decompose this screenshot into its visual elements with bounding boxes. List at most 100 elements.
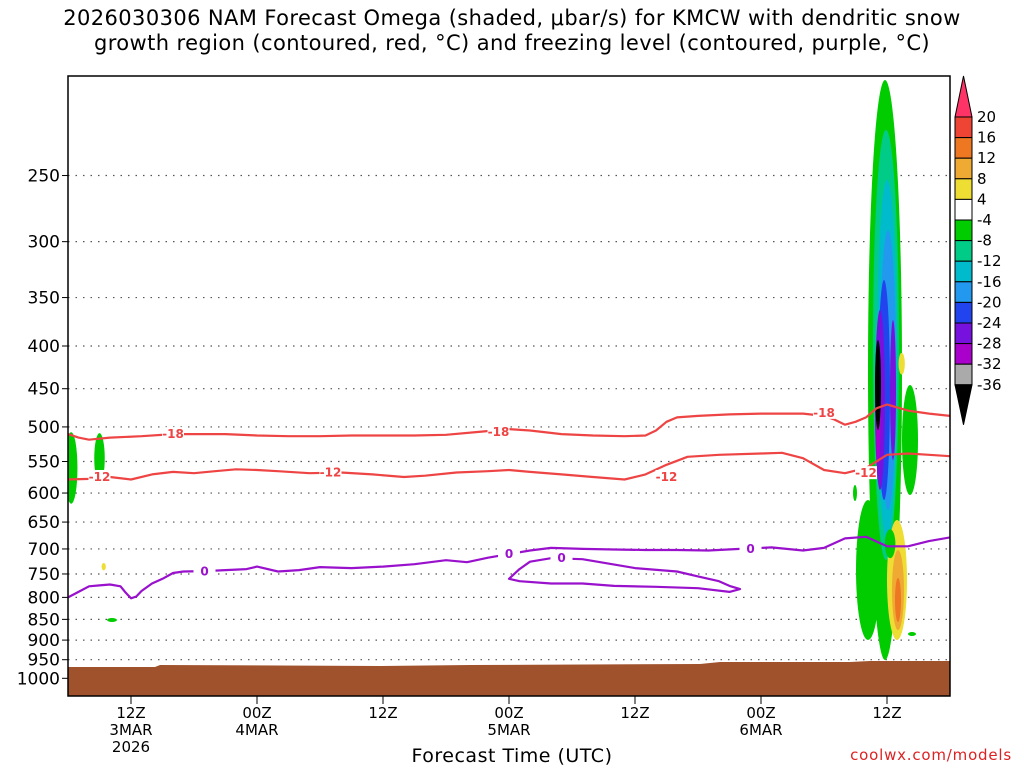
contour-label: -18 xyxy=(162,427,184,441)
contour-label: -12 xyxy=(89,470,111,484)
x-tick-label: 6MAR xyxy=(739,721,782,739)
colorbar-segment xyxy=(954,116,973,139)
chart-title-line1: 2026030306 NAM Forecast Omega (shaded, μ… xyxy=(63,6,961,30)
colorbar-label: -20 xyxy=(977,293,1002,311)
omega-area xyxy=(902,385,918,495)
omega-area xyxy=(898,352,905,375)
contour-label-bg xyxy=(855,466,877,480)
colorbar-segment xyxy=(954,281,973,303)
contour-label-bg xyxy=(550,551,573,565)
colorbar-segment xyxy=(954,363,973,386)
omega-area xyxy=(856,500,880,640)
omega-area xyxy=(68,432,78,504)
colorbar-label: -24 xyxy=(977,314,1002,332)
colorbar-segment xyxy=(954,343,973,365)
contour-line xyxy=(68,535,950,600)
x-tick-label: 00Z xyxy=(746,704,775,722)
colorbar-label: 8 xyxy=(977,170,987,188)
contour-line xyxy=(68,451,950,481)
y-tick-label: 300 xyxy=(28,233,60,253)
colorbar-label: -4 xyxy=(977,211,992,229)
y-tick-label: 250 xyxy=(28,167,60,187)
x-tick-label: 12Z xyxy=(620,704,649,722)
colorbar-label: 16 xyxy=(977,129,996,147)
y-tick-label: 800 xyxy=(28,588,60,608)
y-tick-label: 450 xyxy=(28,380,60,400)
terrain-ground-edge xyxy=(68,661,950,670)
x-axis-title: Forecast Time (UTC) xyxy=(411,745,613,767)
colorbar-label: 12 xyxy=(977,149,996,167)
y-tick-label: 900 xyxy=(28,631,60,651)
contour-label: 0 xyxy=(557,551,565,565)
contour-label-bg xyxy=(655,469,678,483)
omega-area xyxy=(884,529,896,559)
x-tick-label: 00Z xyxy=(242,704,271,722)
chart-title-line2: growth region (contoured, red, °C) and f… xyxy=(94,31,930,55)
y-tick-label: 950 xyxy=(28,651,60,671)
colorbar-label: -36 xyxy=(977,376,1002,394)
x-tick-label: 2026 xyxy=(112,738,150,756)
colorbar-segment xyxy=(954,219,973,242)
colorbar-label: 20 xyxy=(977,108,996,126)
contour-label-bg xyxy=(162,427,184,441)
omega-area xyxy=(107,618,117,622)
colorbar-segment xyxy=(954,301,973,324)
colorbar-segment xyxy=(954,198,973,221)
x-tick-label: 5MAR xyxy=(487,721,530,739)
x-tick-label: 00Z xyxy=(494,704,523,722)
credit-text: coolwx.com/models xyxy=(850,746,1012,764)
contour-label: -12 xyxy=(656,470,678,484)
contour-label: 0 xyxy=(505,547,513,561)
colorbar-segment xyxy=(954,137,973,159)
colorbar-label: -32 xyxy=(977,355,1002,373)
contour-label-bg xyxy=(813,405,835,419)
omega-shading xyxy=(107,80,918,660)
y-tick-label: 850 xyxy=(28,610,60,630)
x-tick-label: 12Z xyxy=(368,704,397,722)
colorbar-segment xyxy=(954,178,973,200)
y-tick-label: 500 xyxy=(28,418,60,438)
contour-label: 0 xyxy=(200,565,208,579)
contour-label-bg xyxy=(498,547,520,561)
omega-area xyxy=(853,485,857,501)
omega-area xyxy=(875,340,881,430)
y-tick-label: 650 xyxy=(28,513,60,533)
colorbar-label: -16 xyxy=(977,273,1002,291)
colorbar-label: -8 xyxy=(977,232,992,250)
contour-label-bg xyxy=(319,465,342,479)
colorbar-top-arrow xyxy=(954,75,973,118)
x-tick-label: 12Z xyxy=(116,704,145,722)
colorbar-segment xyxy=(954,157,973,180)
y-tick-label: 600 xyxy=(28,484,60,504)
terrain-ground xyxy=(68,667,950,696)
contour-line xyxy=(68,403,950,441)
chart-title: 2026030306 NAM Forecast Omega (shaded, μ… xyxy=(0,6,1024,56)
contour-label-bg xyxy=(88,469,111,483)
omega-area xyxy=(101,562,106,571)
contour-label: 0 xyxy=(746,542,754,556)
omega-area xyxy=(895,578,901,622)
y-tick-label: 700 xyxy=(28,540,60,560)
x-tick-label: 4MAR xyxy=(235,721,278,739)
plot-area xyxy=(68,76,950,696)
y-tick-label: 750 xyxy=(28,565,60,585)
colorbar-segment xyxy=(954,322,973,345)
colorbar-label: -12 xyxy=(977,252,1002,270)
omega-area xyxy=(890,320,896,460)
colorbar-bottom-arrow xyxy=(954,384,973,425)
contour-label: -18 xyxy=(813,406,835,420)
x-tick-label: 12Z xyxy=(872,704,901,722)
omega-area xyxy=(908,632,916,636)
colorbar-legend: 20 16 12 8 4 -4 -8 -12 -16 -20 -24 -28 -32 -36 xyxy=(954,75,1002,425)
y-tick-label: 400 xyxy=(28,337,60,357)
y-tick-label: 1000 xyxy=(17,669,60,689)
isotherm-contours: -18 -18 -18 -12 -12 -12 -12 0 0 0 0 xyxy=(68,403,950,600)
x-tick-label: 3MAR xyxy=(109,721,152,739)
colorbar-segment xyxy=(954,260,973,283)
y-tick-label: 350 xyxy=(28,289,60,309)
colorbar-segment xyxy=(954,240,973,262)
contour-label: -18 xyxy=(488,425,510,439)
contour-label: -12 xyxy=(320,466,342,480)
